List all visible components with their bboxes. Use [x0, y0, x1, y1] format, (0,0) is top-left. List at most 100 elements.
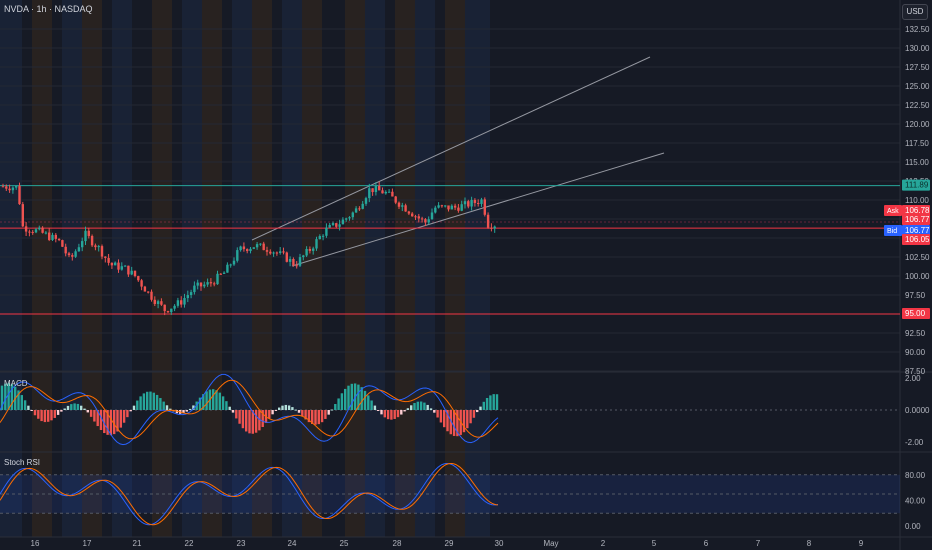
- candle-body: [226, 264, 229, 273]
- price-tick: 90.00: [905, 348, 926, 357]
- session-band: [282, 0, 302, 537]
- macd-line: [0, 373, 499, 446]
- macd-histogram-bar: [212, 389, 215, 410]
- session-band: [202, 0, 222, 537]
- candle-body: [255, 244, 259, 248]
- candle-body: [407, 211, 411, 214]
- candle-body: [67, 253, 71, 256]
- macd-histogram-bar: [185, 410, 188, 412]
- candle-body: [351, 212, 354, 218]
- macd-histogram-bar: [433, 410, 436, 413]
- candle-body: [166, 311, 170, 313]
- ask-tag-label: Ask: [887, 208, 899, 215]
- macd-histogram-bar: [162, 401, 165, 410]
- candle-body: [229, 264, 232, 266]
- macd-histogram-bar: [83, 408, 86, 410]
- session-band: [395, 0, 415, 537]
- candle-body: [312, 248, 315, 251]
- macd-histogram-bar: [406, 408, 410, 410]
- time-label: 9: [859, 539, 864, 548]
- macd-histogram-bar: [202, 394, 205, 410]
- resistance-tag-bg: [902, 179, 930, 191]
- macd-histogram-bar: [472, 410, 476, 418]
- macd-histogram-bar: [287, 405, 291, 410]
- candle-body: [397, 202, 401, 207]
- macd-histogram-bar: [370, 400, 373, 410]
- macd-histogram-bar: [413, 403, 416, 410]
- candle-body: [77, 247, 81, 252]
- macd-histogram-bar: [469, 410, 472, 424]
- macd-histogram-bar: [149, 391, 152, 410]
- price-tick: 100.00: [905, 272, 930, 281]
- candle-body: [170, 308, 173, 313]
- time-label: 30: [495, 539, 504, 548]
- candle-body: [5, 186, 8, 189]
- last-tag: 106.77: [905, 215, 930, 224]
- time-label: 23: [237, 539, 246, 548]
- macd-histogram-bar: [485, 397, 489, 410]
- macd-histogram-bar: [254, 410, 258, 433]
- candle-body: [100, 246, 104, 257]
- macd-histogram-bar: [70, 404, 73, 410]
- candle-body: [11, 187, 15, 191]
- candle-body: [209, 282, 213, 284]
- candle-body: [140, 280, 143, 287]
- macd-histogram-bar: [274, 410, 278, 411]
- macd-histogram-bar: [241, 410, 245, 429]
- macd-histogram-bar: [248, 410, 251, 434]
- macd-histogram-bar: [4, 383, 7, 410]
- candle-body: [338, 224, 341, 227]
- macd-histogram-bar: [383, 410, 386, 418]
- macd-histogram-bar: [344, 388, 347, 410]
- macd-histogram-bar: [416, 401, 419, 410]
- macd-histogram-bar: [0, 385, 4, 410]
- candle-body: [24, 226, 28, 232]
- macd-histogram-bar: [330, 409, 334, 411]
- candle-body: [430, 212, 434, 220]
- macd-histogram-bar: [7, 383, 10, 410]
- candle-body: [31, 231, 34, 233]
- candle-body: [34, 229, 38, 233]
- macd-histogram-bar: [53, 410, 56, 418]
- macd-histogram-bar: [419, 401, 423, 410]
- stoch-rsi-pane: [0, 463, 900, 526]
- candle-body: [361, 203, 364, 209]
- macd-histogram-bar: [476, 410, 479, 413]
- candle-body: [331, 223, 335, 225]
- bid-tag-label-bg: [884, 225, 902, 236]
- candle-body: [437, 205, 440, 208]
- currency-button[interactable]: USD: [902, 4, 928, 20]
- candle-body: [57, 238, 61, 241]
- macd-histogram-bar: [482, 401, 485, 410]
- macd-histogram-bar: [136, 400, 139, 410]
- time-axis[interactable]: 16 17 21 22 23 24 25 28 29 30 May 2 5 6 7 8 9: [31, 539, 864, 548]
- candle-body: [450, 205, 453, 210]
- last-tag-bg: [902, 214, 930, 225]
- candle-body: [38, 227, 41, 230]
- price-tick: 120.00: [905, 120, 930, 129]
- symbol-title[interactable]: NVDA · 1h · NASDAQ: [4, 4, 93, 14]
- macd-histogram-bar: [86, 410, 89, 413]
- macd-histogram-bar: [142, 393, 146, 410]
- session-band: [365, 0, 385, 537]
- macd-histogram-bar: [317, 410, 320, 425]
- macd-histogram-bar: [146, 391, 149, 410]
- macd-histogram-bar: [47, 410, 50, 422]
- trend-channel[interactable]: [251, 56, 665, 267]
- candle-body: [341, 219, 345, 225]
- level-lines[interactable]: [0, 185, 900, 315]
- price-tick: 132.50: [905, 25, 930, 34]
- candle-body: [232, 260, 236, 265]
- macd-histogram-bar: [99, 410, 103, 431]
- macd-histogram-bar: [301, 410, 304, 417]
- macd-histogram-bar: [188, 408, 192, 410]
- macd-histogram-bar: [258, 410, 261, 431]
- macd-histogram-bar: [334, 404, 337, 410]
- macd-histogram-bar: [261, 410, 264, 427]
- candle-body: [176, 300, 180, 306]
- candle-body: [404, 205, 407, 212]
- macd-histogram-bar: [367, 395, 370, 410]
- macd-histogram-bar: [314, 410, 317, 425]
- low-tag: 106.05: [905, 235, 930, 244]
